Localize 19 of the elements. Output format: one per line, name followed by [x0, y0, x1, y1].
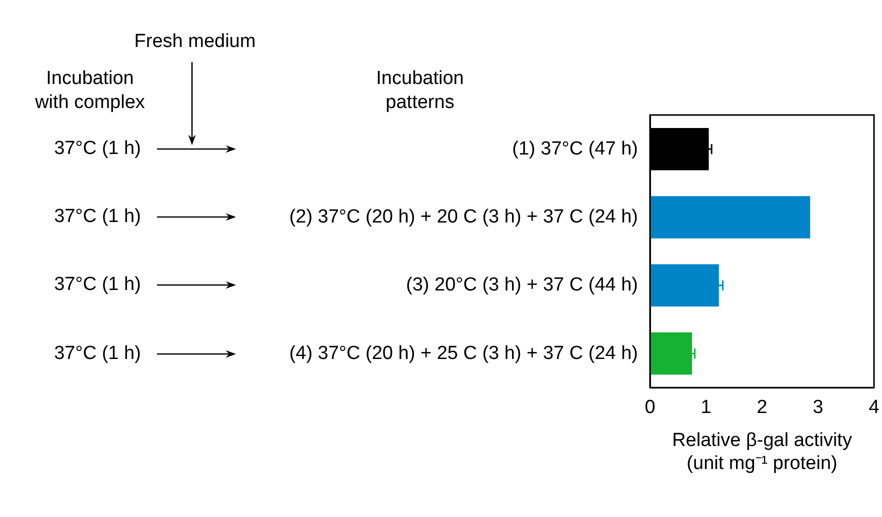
bar — [650, 332, 692, 375]
text: 37°C (1 h) — [53, 137, 142, 162]
text: 37°C (1 h) — [53, 205, 142, 230]
x-tick-label: 3 — [812, 397, 824, 418]
x-tick-label: 0 — [644, 397, 656, 418]
text: Incubation patterns — [375, 67, 465, 115]
x-tick-label: 4 — [868, 397, 880, 418]
y-tick-label: (3) 20°C (3 h) + 37 C (44 h) — [406, 274, 638, 296]
text: 37°C (1 h) — [53, 273, 142, 298]
text: 37°C (1 h) — [53, 342, 142, 366]
x-tick-label: 2 — [756, 397, 768, 418]
text: Fresh medium — [133, 30, 257, 54]
x-tick-label: 1 — [700, 397, 712, 418]
y-tick-label: (1) 37°C (47 h) — [512, 138, 638, 160]
y-tick-label: (4) 37°C (20 h) + 25 C (3 h) + 37 C (24 h) — [289, 342, 638, 364]
text: Incubation with complex — [34, 67, 146, 115]
x-axis-title: Relative β-gal activity (unit mg⁻¹ protein) — [672, 430, 852, 474]
y-tick-label: (2) 37°C (20 h) + 20 C (3 h) + 37 C (24 h) — [289, 206, 638, 228]
bar — [650, 196, 810, 238]
